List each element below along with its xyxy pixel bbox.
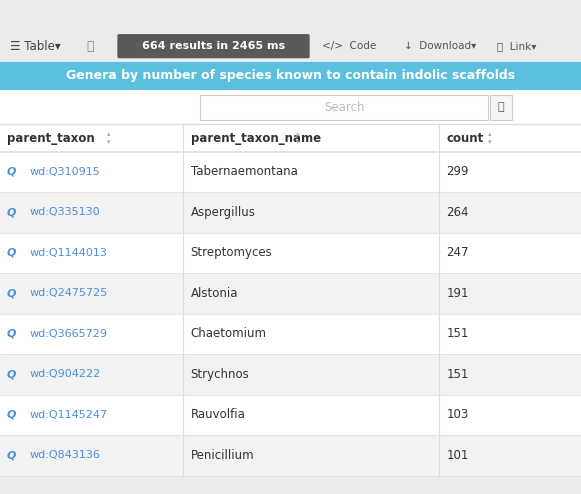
Text: 264: 264 [446,206,469,219]
Text: Tabernaemontana: Tabernaemontana [191,165,297,178]
Text: Q: Q [7,329,16,339]
Text: Q: Q [7,288,16,298]
FancyBboxPatch shape [117,34,310,58]
FancyBboxPatch shape [0,62,581,90]
Text: Q: Q [7,370,16,379]
Text: Q: Q [7,248,16,258]
Text: wd:Q1144013: wd:Q1144013 [29,248,107,258]
Text: Alstonia: Alstonia [191,287,238,300]
Text: ⌕: ⌕ [497,102,504,112]
Text: Q: Q [7,207,16,217]
Text: Rauvolfia: Rauvolfia [191,409,245,421]
Text: ▾: ▾ [107,139,110,145]
Text: 247: 247 [446,247,469,259]
Text: ▾: ▾ [488,139,492,145]
Text: 299: 299 [446,165,469,178]
Text: Penicillium: Penicillium [191,449,254,462]
Text: 191: 191 [446,287,469,300]
FancyBboxPatch shape [0,152,581,476]
Text: Q: Q [7,167,16,177]
Text: Q: Q [7,410,16,420]
Text: wd:Q843136: wd:Q843136 [29,451,100,460]
Text: </>  Code: </> Code [322,41,376,51]
Text: ▴: ▴ [488,131,492,137]
Text: Chaetomium: Chaetomium [191,328,267,340]
Text: count: count [446,131,483,145]
FancyBboxPatch shape [490,95,512,120]
Text: 101: 101 [446,449,469,462]
Text: wd:Q310915: wd:Q310915 [29,167,100,177]
Text: ☰ Table▾: ☰ Table▾ [10,40,61,53]
FancyBboxPatch shape [0,314,581,354]
Text: ⓘ: ⓘ [86,40,94,53]
FancyBboxPatch shape [200,95,488,120]
Text: wd:Q1145247: wd:Q1145247 [29,410,107,420]
FancyBboxPatch shape [0,435,581,476]
Text: Search: Search [324,101,364,114]
Text: 664 results in 2465 ms: 664 results in 2465 ms [142,41,285,51]
Text:   Link▾:  Link▾ [497,41,536,51]
Text: ▴: ▴ [107,131,110,137]
FancyBboxPatch shape [0,124,581,152]
Text: Aspergillus: Aspergillus [191,206,256,219]
Text: ↓  Download▾: ↓ Download▾ [404,41,476,51]
Text: wd:Q335130: wd:Q335130 [29,207,100,217]
Text: wd:Q2475725: wd:Q2475725 [29,288,107,298]
FancyBboxPatch shape [0,273,581,314]
Text: 151: 151 [446,368,469,381]
FancyBboxPatch shape [0,395,581,435]
Text: Q: Q [7,451,16,460]
Text: ▴: ▴ [296,131,300,137]
FancyBboxPatch shape [0,354,581,395]
Text: Genera by number of species known to contain indolic scaffolds: Genera by number of species known to con… [66,69,515,82]
Text: ▾: ▾ [296,139,300,145]
FancyBboxPatch shape [0,233,581,273]
Text: Strychnos: Strychnos [191,368,249,381]
Text: 151: 151 [446,328,469,340]
Text: wd:Q3665729: wd:Q3665729 [29,329,107,339]
Text: parent_taxon_name: parent_taxon_name [191,131,321,145]
FancyBboxPatch shape [0,152,581,192]
FancyBboxPatch shape [0,31,581,62]
Text: parent_taxon: parent_taxon [7,131,95,145]
Text: wd:Q904222: wd:Q904222 [29,370,101,379]
Text: Streptomyces: Streptomyces [191,247,272,259]
FancyBboxPatch shape [0,90,581,124]
Text: 103: 103 [446,409,468,421]
FancyBboxPatch shape [0,192,581,233]
